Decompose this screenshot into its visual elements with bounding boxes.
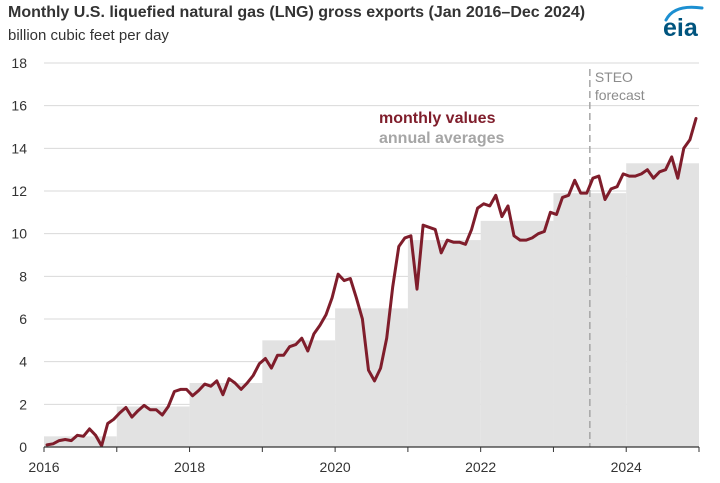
forecast-marker: STEO forecast: [589, 69, 645, 447]
y-tick-label: 0: [19, 439, 27, 455]
eia-logo: eia: [663, 5, 704, 42]
logo-text: eia: [663, 14, 699, 42]
chart-subtitle: billion cubic feet per day: [8, 27, 169, 44]
forecast-label: forecast: [595, 87, 645, 103]
forecast-label: STEO: [595, 69, 633, 85]
annual-average-bar: [262, 340, 336, 447]
y-tick-label: 14: [11, 140, 27, 156]
monthly-values-series: [45, 117, 698, 448]
y-tick-label: 10: [11, 226, 27, 242]
annual-average-bar: [189, 383, 263, 447]
monthly-values-line: [45, 117, 698, 448]
annual-average-bar: [407, 240, 481, 447]
x-tick-label: 2020: [320, 459, 351, 475]
y-tick-label: 2: [19, 396, 27, 412]
x-tick-label: 2024: [611, 459, 642, 475]
axes: 0 2 4 6 8 10 12 14 16 18 2016 2018 2020 2022 2024: [11, 55, 700, 475]
y-tick-label: 4: [19, 354, 27, 370]
y-tick-label: 8: [19, 268, 27, 284]
logo-swoosh: [664, 5, 704, 22]
x-tick-label: 2018: [174, 459, 205, 475]
y-tick-label: 16: [11, 98, 27, 114]
y-tick-label: 12: [11, 183, 27, 199]
annual-average-bar: [480, 220, 554, 447]
x-tick-label: 2016: [28, 459, 59, 475]
annual-average-bar: [626, 163, 699, 447]
legend-monthly-values: monthly values: [379, 110, 496, 127]
x-tick-label: 2022: [465, 459, 496, 475]
legend-annual-averages: annual averages: [379, 130, 505, 147]
y-tick-label: 6: [19, 311, 27, 327]
y-tick-label: 18: [11, 55, 27, 71]
legend: monthly values annual averages: [379, 110, 505, 147]
annual-average-bar: [44, 436, 117, 447]
chart-title: Monthly U.S. liquefied natural gas (LNG)…: [8, 4, 586, 21]
annual-average-bar: [553, 193, 627, 447]
annual-average-bars: [44, 163, 699, 447]
